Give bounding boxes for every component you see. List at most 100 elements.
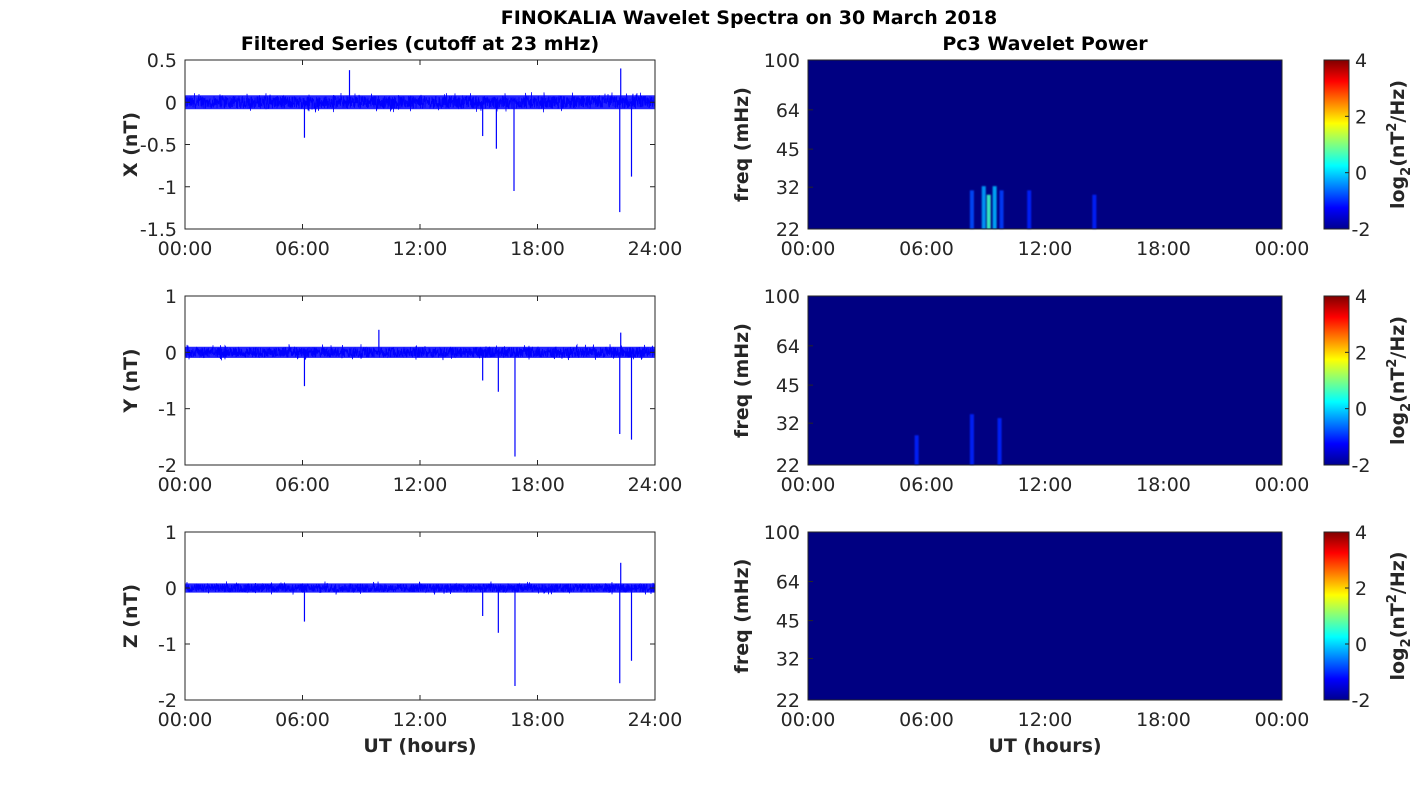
ytick-label: -1.5 bbox=[140, 219, 177, 241]
axes-box bbox=[807, 531, 1283, 701]
series-panel-z: 1 0 -1 -200:00 06:00 12:00 18:00 24:00 Z (nT) bbox=[120, 522, 682, 731]
ytick-label: -1 bbox=[158, 634, 177, 656]
xtick-label: 06:00 bbox=[899, 474, 954, 496]
left-column-title: Filtered Series (cutoff at 23 mHz) bbox=[241, 33, 599, 55]
ytick-label: -2 bbox=[158, 690, 177, 712]
ytick-label: 0 bbox=[165, 92, 177, 114]
ytick-label: 22 bbox=[776, 690, 800, 712]
ytick-label: -0.5 bbox=[140, 135, 177, 157]
right-xlabel: UT (hours) bbox=[988, 735, 1101, 757]
ylabel: Z (nT) bbox=[120, 584, 142, 648]
colorbar-label: log2(nT2/Hz) bbox=[1385, 80, 1414, 209]
ytick-label: 45 bbox=[776, 139, 800, 161]
power-hotspot bbox=[1027, 190, 1032, 229]
colorbar-tick-label: 0 bbox=[1355, 634, 1367, 656]
colorbar-tick-label: 4 bbox=[1355, 522, 1367, 544]
ytick-label: -1 bbox=[158, 399, 177, 421]
right-column-title: Pc3 Wavelet Power bbox=[942, 33, 1148, 55]
colorbar-tick-label: -2 bbox=[1352, 690, 1371, 712]
colorbar-label: log2(nT2/Hz) bbox=[1385, 316, 1414, 445]
series-panel-y: 1 0 -1 -200:00 06:00 12:00 18:00 24:00 Y (nT) bbox=[120, 286, 682, 496]
colorbar-gradient bbox=[1323, 295, 1350, 466]
xtick-label: 00:00 bbox=[781, 238, 836, 260]
xtick-label: 18:00 bbox=[1136, 474, 1191, 496]
xtick-label: 00:00 bbox=[781, 709, 836, 731]
power-hotspot bbox=[1092, 194, 1097, 229]
ytick-label: 0 bbox=[165, 342, 177, 364]
power-hotspot bbox=[997, 418, 1002, 465]
ytick-label: 64 bbox=[776, 336, 800, 358]
ytick-label: 45 bbox=[776, 611, 800, 633]
power-hotspot bbox=[986, 194, 991, 229]
xtick-label: 06:00 bbox=[899, 709, 954, 731]
xtick-label: 12:00 bbox=[1018, 709, 1073, 731]
xtick-label: 12:00 bbox=[1018, 474, 1073, 496]
xtick-label: 12:00 bbox=[393, 238, 448, 260]
xtick-label: 00:00 bbox=[1255, 474, 1310, 496]
left-xlabel: UT (hours) bbox=[363, 735, 476, 757]
power-hotspot bbox=[992, 186, 997, 229]
colorbar-tick-label: -2 bbox=[1352, 219, 1371, 241]
xtick-label: 06:00 bbox=[275, 709, 330, 731]
colorbar-tick-label: -2 bbox=[1352, 455, 1371, 477]
ytick-label: 1 bbox=[165, 522, 177, 544]
xtick-label: 12:00 bbox=[393, 474, 448, 496]
colorbar: 4 2 0 -2 log2(nT2/Hz) bbox=[1323, 50, 1414, 241]
ylabel: X (nT) bbox=[120, 112, 142, 177]
xtick-label: 18:00 bbox=[510, 474, 565, 496]
colorbar-tick-label: 2 bbox=[1355, 578, 1367, 600]
colorbar-tick-label: 2 bbox=[1355, 106, 1367, 128]
series-band bbox=[185, 346, 655, 358]
colorbar-tick-label: 2 bbox=[1355, 342, 1367, 364]
ytick-label: 64 bbox=[776, 572, 800, 594]
plot-area bbox=[185, 296, 655, 465]
ylabel: Y (nT) bbox=[120, 348, 142, 413]
colorbar-tick-label: 4 bbox=[1355, 286, 1367, 308]
ytick-label: 32 bbox=[776, 413, 800, 435]
plot-area bbox=[185, 532, 655, 700]
colorbar-gradient bbox=[1323, 59, 1350, 230]
xtick-label: 12:00 bbox=[393, 709, 448, 731]
xtick-label: 24:00 bbox=[628, 238, 683, 260]
ytick-label: 64 bbox=[776, 100, 800, 122]
colorbar: 4 2 0 -2 log2(nT2/Hz) bbox=[1323, 286, 1414, 477]
ytick-label: 0.5 bbox=[147, 50, 177, 72]
xtick-label: 00:00 bbox=[158, 474, 213, 496]
ylabel: freq (mHz) bbox=[731, 87, 753, 202]
xtick-label: 12:00 bbox=[1018, 238, 1073, 260]
xtick-label: 06:00 bbox=[275, 474, 330, 496]
axes-box bbox=[807, 59, 1283, 230]
xtick-label: 00:00 bbox=[1255, 238, 1310, 260]
colorbar-tick-label: 4 bbox=[1355, 50, 1367, 72]
ylabel: freq (mHz) bbox=[731, 559, 753, 674]
power-background bbox=[808, 296, 1282, 465]
colorbar-tick-label: 0 bbox=[1355, 163, 1367, 185]
ytick-label: 1 bbox=[165, 286, 177, 308]
ytick-label: 100 bbox=[764, 522, 800, 544]
xtick-label: 00:00 bbox=[158, 709, 213, 731]
ylabel: freq (mHz) bbox=[731, 323, 753, 438]
ytick-label: 45 bbox=[776, 375, 800, 397]
colorbar: 4 2 0 -2 log2(nT2/Hz) bbox=[1323, 522, 1414, 712]
series-band bbox=[185, 583, 655, 593]
xtick-label: 18:00 bbox=[510, 238, 565, 260]
xtick-label: 00:00 bbox=[1255, 709, 1310, 731]
ytick-label: -1 bbox=[158, 177, 177, 199]
ytick-label: 22 bbox=[776, 455, 800, 477]
series-panel-x: 0.5 0 -0.5 -1 -1.500:00 06:00 12:00 18:00 24:00 X… bbox=[120, 50, 682, 260]
xtick-label: 18:00 bbox=[1136, 709, 1191, 731]
series-band bbox=[185, 95, 655, 110]
power-background bbox=[808, 60, 1282, 229]
ytick-label: 0 bbox=[165, 578, 177, 600]
ytick-label: 100 bbox=[764, 286, 800, 308]
ytick-label: 22 bbox=[776, 219, 800, 241]
power-background bbox=[808, 532, 1282, 700]
xtick-label: 00:00 bbox=[781, 474, 836, 496]
ytick-label: -2 bbox=[158, 455, 177, 477]
figure-title: FINOKALIA Wavelet Spectra on 30 March 20… bbox=[501, 7, 997, 29]
colorbar-gradient bbox=[1323, 531, 1350, 701]
